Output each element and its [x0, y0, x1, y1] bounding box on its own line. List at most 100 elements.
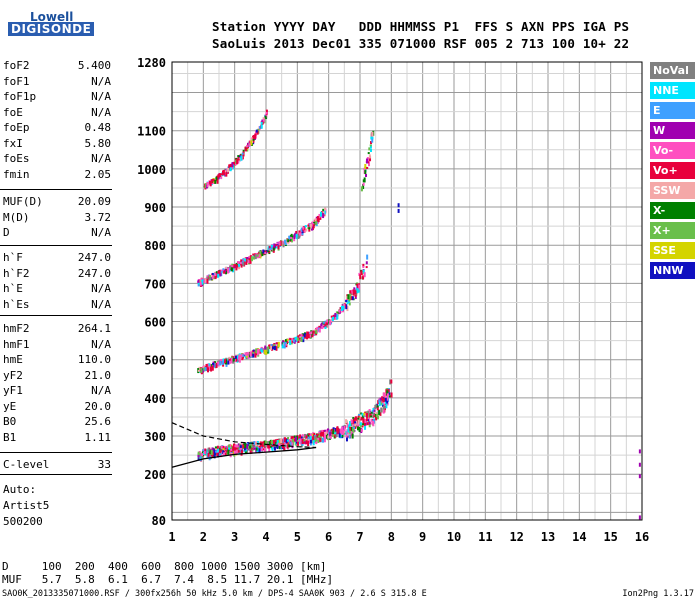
param-b1: B1 1.11 — [3, 430, 111, 445]
echo-point — [368, 154, 371, 159]
echo-point — [277, 442, 280, 446]
echo-point — [310, 330, 313, 333]
echo-point — [347, 427, 350, 433]
echo-point — [247, 353, 250, 359]
echo-point — [348, 429, 351, 434]
echo-point — [290, 237, 293, 243]
echo-point — [262, 117, 265, 120]
param-fof1: foF1 N/A — [3, 74, 111, 89]
echo-point — [222, 448, 225, 451]
echo-point — [309, 334, 312, 338]
echo-point — [284, 437, 287, 440]
echo-point — [376, 405, 379, 408]
echo-point — [255, 447, 258, 451]
echo-point — [313, 432, 316, 436]
echo-point — [301, 230, 304, 234]
echo-point — [376, 415, 379, 420]
echo-point — [262, 348, 265, 351]
echo-point — [390, 392, 393, 398]
echo-point — [242, 444, 245, 449]
echo-point — [356, 288, 359, 294]
param-separator — [0, 245, 112, 246]
echo-point — [351, 419, 354, 424]
echo-point — [387, 389, 390, 393]
echo-point — [262, 249, 265, 254]
echo-point — [239, 447, 242, 450]
echo-point — [322, 437, 325, 443]
echo-point — [298, 232, 301, 236]
x-tick-label: 6 — [325, 530, 332, 544]
echo-point — [287, 239, 290, 243]
echo-point — [369, 156, 372, 162]
echo-point — [292, 339, 295, 343]
plot-frame — [171, 61, 643, 521]
echo-point — [346, 423, 349, 428]
echo-point — [365, 261, 368, 265]
echo-point — [281, 438, 284, 444]
echo-point — [268, 446, 271, 452]
echo-point — [345, 434, 348, 438]
echo-point — [295, 336, 298, 340]
echo-point — [350, 426, 353, 431]
echo-point — [237, 155, 240, 158]
echo-point — [249, 258, 252, 264]
echo-point — [332, 429, 335, 435]
param-name: fmin — [3, 167, 30, 181]
param-name: foF1p — [3, 90, 37, 103]
echo-point — [220, 358, 223, 361]
echo-point — [368, 423, 371, 428]
echo-point — [267, 246, 270, 251]
param-name: MUF(D) — [3, 195, 43, 208]
echo-point — [276, 342, 279, 345]
echo-point — [222, 445, 225, 448]
param-name: C-level — [3, 458, 50, 471]
echo-point — [220, 445, 223, 450]
echo-point — [362, 269, 365, 274]
echo-point — [258, 254, 261, 258]
param-name: h`F2 — [3, 266, 30, 280]
echo-point — [315, 434, 318, 438]
echo-point — [362, 184, 365, 190]
echo-point — [295, 436, 298, 442]
echo-point — [359, 274, 362, 280]
echo-point — [324, 207, 327, 211]
echo-point — [308, 433, 311, 436]
echo-point — [345, 304, 348, 310]
echo-point — [234, 263, 237, 268]
echo-point — [315, 329, 318, 334]
y-tick-label: 900 — [144, 201, 166, 215]
echo-point — [352, 421, 355, 427]
x-tick-label: 10 — [447, 530, 461, 544]
echo-point — [299, 335, 302, 338]
param-h-f2: h`F2 247.0 — [3, 266, 111, 281]
param-value: N/A — [91, 226, 111, 239]
x-tick-label: 11 — [478, 530, 492, 544]
echo-point — [298, 233, 301, 239]
echo-point — [318, 213, 321, 216]
echo-point — [245, 260, 248, 265]
echo-point — [368, 147, 371, 151]
echo-point — [245, 257, 248, 262]
echo-point — [330, 315, 333, 318]
echo-point — [235, 449, 238, 454]
param-name: h`E — [3, 282, 23, 295]
echo-point — [350, 289, 353, 294]
echo-point — [249, 351, 252, 357]
param-name: fxI — [3, 136, 23, 150]
header-row-values: SaoLuis 2013 Dec01 335 071000 RSF 005 2 … — [212, 36, 630, 51]
echo-point — [303, 230, 306, 233]
x-tick-label: 1 — [168, 530, 175, 544]
echo-point — [230, 448, 233, 451]
echo-point — [221, 360, 224, 365]
echo-point — [274, 244, 277, 247]
x-tick-label: 5 — [294, 530, 301, 544]
echo-point — [244, 352, 247, 356]
echo-point — [272, 440, 275, 445]
echo-point — [327, 429, 330, 433]
echo-point — [364, 425, 367, 430]
echo-point — [367, 420, 370, 423]
echo-point — [304, 335, 307, 339]
echo-point — [366, 254, 369, 260]
echo-point — [325, 431, 328, 435]
echo-point — [370, 418, 373, 422]
